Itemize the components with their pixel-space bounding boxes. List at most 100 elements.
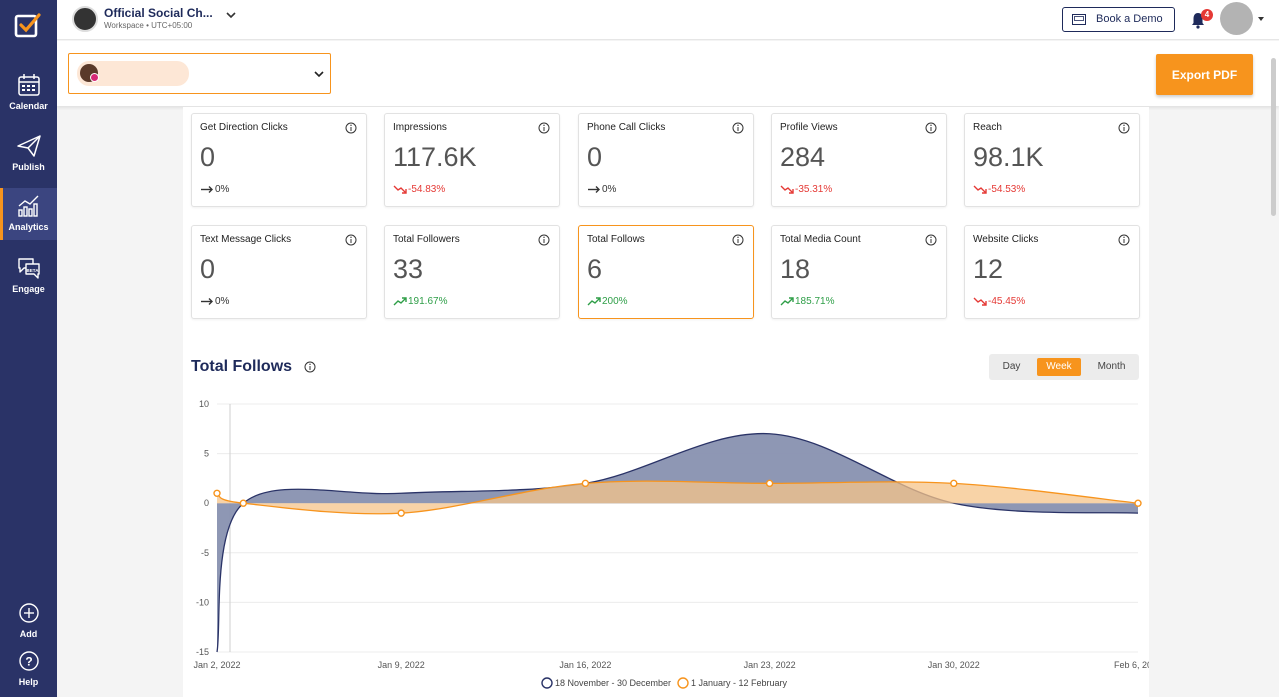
workspace-avatar[interactable] [72, 6, 98, 32]
range-day-button[interactable]: Day [1002, 361, 1021, 372]
metric-card-total-follows[interactable]: Total Follows 6 200% [578, 225, 754, 319]
info-icon[interactable] [538, 122, 550, 134]
metric-label: Profile Views [780, 122, 838, 133]
info-icon[interactable] [538, 234, 550, 246]
top-bar: Official Social Ch... Workspace • UTC+05… [57, 0, 1279, 40]
account-select[interactable] [68, 53, 331, 94]
metric-change-value: -35.31% [795, 184, 833, 195]
metric-card-phone-call-clicks[interactable]: Phone Call Clicks 0 0% [578, 113, 754, 207]
range-week-button[interactable]: Week [1037, 358, 1081, 376]
svg-text:?: ? [25, 655, 32, 669]
x-tick-label: Jan 9, 2022 [378, 660, 425, 670]
trend-up-icon [780, 297, 794, 306]
chevron-down-icon[interactable] [1256, 14, 1266, 24]
help-circle-icon: ? [18, 651, 39, 671]
metric-value: 0 [587, 142, 603, 172]
nav-publish[interactable]: Publish [0, 133, 57, 172]
nav-calendar[interactable]: Calendar [0, 72, 57, 111]
metric-value: 6 [587, 254, 603, 284]
metric-card-reach[interactable]: Reach 98.1K -54.53% [964, 113, 1140, 207]
series-area [217, 433, 1138, 652]
info-icon[interactable] [925, 122, 937, 134]
info-icon[interactable] [732, 122, 744, 134]
y-tick-label: -10 [196, 597, 209, 607]
metric-change: -54.83% [393, 184, 445, 195]
export-pdf-button[interactable]: Export PDF [1156, 54, 1253, 95]
series-area [217, 481, 1138, 514]
metric-change-value: 191.67% [408, 296, 448, 307]
y-tick-label: 0 [204, 498, 209, 508]
metric-change: 200% [587, 296, 628, 307]
book-demo-button[interactable]: Book a Demo [1062, 7, 1175, 32]
info-icon[interactable] [1118, 234, 1130, 246]
metric-label: Total Follows [587, 234, 645, 245]
metric-card-profile-views[interactable]: Profile Views 284 -35.31% [771, 113, 947, 207]
metric-label: Reach [973, 122, 1002, 133]
metric-card-get-direction-clicks[interactable]: Get Direction Clicks 0 0% [191, 113, 367, 207]
metric-value: 18 [780, 254, 811, 284]
metric-card-text-message-clicks[interactable]: Text Message Clicks 0 0% [191, 225, 367, 319]
metric-value: 117.6K [393, 142, 477, 172]
user-avatar[interactable] [1220, 2, 1253, 35]
metric-label: Get Direction Clicks [200, 122, 288, 133]
info-icon[interactable] [925, 234, 937, 246]
nav-label: Engage [12, 284, 45, 294]
arrow-right-icon [201, 297, 213, 305]
arrow-right-icon [201, 185, 213, 193]
metric-change-value: -54.53% [988, 184, 1026, 195]
metric-value: 284 [780, 142, 826, 172]
nav-analytics[interactable]: Analytics [0, 188, 57, 240]
metric-card-total-media-count[interactable]: Total Media Count 18 185.71% [771, 225, 947, 319]
metric-value: 98.1K [973, 142, 1044, 172]
scrollbar[interactable] [1271, 58, 1276, 216]
info-icon[interactable] [732, 234, 744, 246]
metric-card-total-followers[interactable]: Total Followers 33 191.67% [384, 225, 560, 319]
metric-card-impressions[interactable]: Impressions 117.6K -54.83% [384, 113, 560, 207]
arrow-right-icon [588, 185, 600, 193]
metric-change: -35.31% [780, 184, 832, 195]
metric-value: 33 [393, 254, 424, 284]
metric-change: 185.71% [780, 296, 834, 307]
analytics-icon [17, 195, 38, 217]
presentation-icon [1072, 14, 1086, 25]
info-icon[interactable] [304, 361, 316, 373]
nav-help[interactable]: ? Help [0, 648, 57, 687]
total-follows-chart: 10 5 0 -5 -10 -15 Jan 2, 2022 Jan 9, 2022 Jan 16… [193, 399, 1149, 689]
metric-change-value: 185.71% [795, 296, 835, 307]
nav-engage[interactable]: BETA Engage [0, 255, 57, 294]
info-icon[interactable] [345, 234, 357, 246]
y-tick-label: -5 [201, 548, 209, 558]
metric-change-value: 0% [602, 184, 617, 195]
legend-marker [677, 677, 689, 689]
calendar-icon [17, 74, 40, 96]
metric-label: Phone Call Clicks [587, 122, 666, 133]
range-month-button[interactable]: Month [1097, 361, 1126, 372]
nav-label: Calendar [9, 101, 48, 111]
engage-chat-icon: BETA [17, 258, 40, 279]
svg-text:BETA: BETA [26, 268, 39, 273]
metric-label: Impressions [393, 122, 447, 133]
metric-card-website-clicks[interactable]: Website Clicks 12 -45.45% [964, 225, 1140, 319]
chevron-down-icon[interactable] [224, 8, 238, 22]
nav-label: Help [18, 677, 39, 687]
info-icon[interactable] [1118, 122, 1130, 134]
workspace-name[interactable]: Official Social Ch... [104, 6, 213, 20]
info-icon[interactable] [345, 122, 357, 134]
metric-change: -45.45% [973, 296, 1025, 307]
app-logo-icon[interactable] [14, 12, 42, 40]
metric-value: 0 [200, 254, 216, 284]
metric-change: 0% [587, 184, 616, 195]
nav-label: Analytics [8, 222, 49, 232]
metric-change-value: 200% [602, 296, 628, 307]
x-tick-label: Jan 16, 2022 [559, 660, 611, 670]
instagram-icon [90, 73, 99, 82]
nav-label: Add [19, 629, 38, 639]
nav-add[interactable]: Add [0, 600, 57, 639]
metric-value: 12 [973, 254, 1004, 284]
trend-up-icon [393, 297, 407, 306]
chart-title: Total Follows [191, 358, 293, 375]
x-tick-label: Jan 30, 2022 [928, 660, 980, 670]
metric-change: 191.67% [393, 296, 447, 307]
metric-change-value: 0% [215, 184, 230, 195]
metric-change-value: -54.83% [408, 184, 446, 195]
